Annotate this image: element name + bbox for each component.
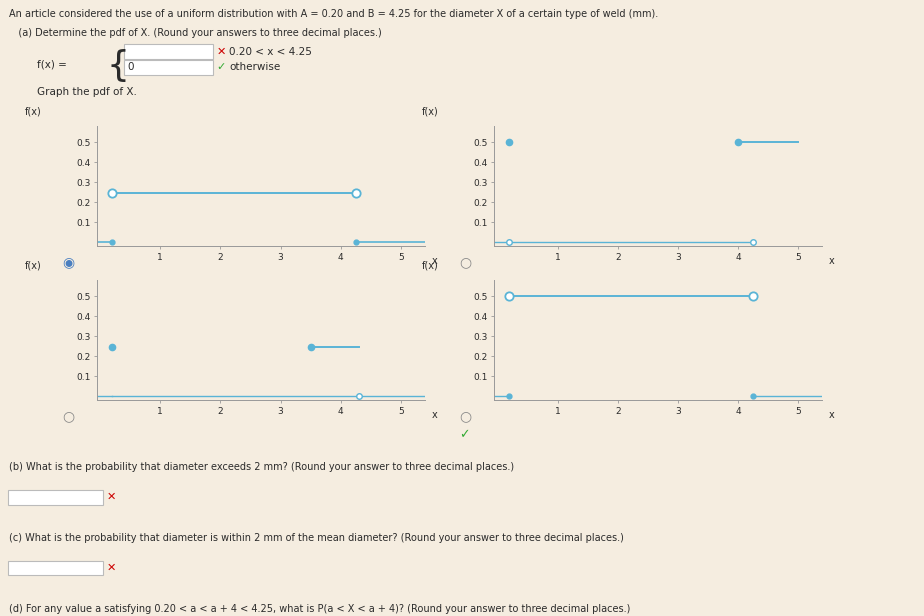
- Text: ✓: ✓: [216, 62, 225, 72]
- Text: x: x: [432, 256, 437, 266]
- Text: (c) What is the probability that diameter is within 2 mm of the mean diameter? (: (c) What is the probability that diamete…: [9, 533, 624, 543]
- Text: f(x): f(x): [422, 261, 439, 270]
- Text: An article considered the use of a uniform distribution with A = 0.20 and B = 4.: An article considered the use of a unifo…: [9, 9, 659, 19]
- Text: f(x): f(x): [25, 261, 42, 270]
- Text: ✓: ✓: [459, 428, 469, 441]
- Text: (a) Determine the pdf of X. (Round your answers to three decimal places.): (a) Determine the pdf of X. (Round your …: [9, 28, 382, 38]
- Text: 0: 0: [128, 62, 134, 72]
- Text: ○: ○: [62, 409, 74, 423]
- Text: (d) For any value a satisfying 0.20 < a < a + 4 < 4.25, what is P(a < X < a + 4): (d) For any value a satisfying 0.20 < a …: [9, 604, 630, 614]
- Text: f(x) =: f(x) =: [37, 60, 67, 70]
- Text: otherwise: otherwise: [229, 62, 280, 72]
- Text: ✕: ✕: [106, 492, 116, 502]
- Text: x: x: [829, 256, 834, 266]
- Text: ✕: ✕: [216, 47, 225, 57]
- Text: f(x): f(x): [25, 107, 42, 116]
- Text: f(x): f(x): [422, 107, 439, 116]
- Text: ○: ○: [459, 255, 471, 269]
- Text: 0.20 < x < 4.25: 0.20 < x < 4.25: [229, 47, 312, 57]
- Text: ○: ○: [459, 409, 471, 423]
- Text: Graph the pdf of X.: Graph the pdf of X.: [37, 87, 137, 97]
- Text: (b) What is the probability that diameter exceeds 2 mm? (Round your answer to th: (b) What is the probability that diamete…: [9, 462, 515, 472]
- Text: x: x: [432, 410, 437, 420]
- Text: {: {: [106, 49, 129, 83]
- Text: x: x: [829, 410, 834, 420]
- Text: ◉: ◉: [62, 255, 74, 269]
- Text: ✕: ✕: [106, 563, 116, 573]
